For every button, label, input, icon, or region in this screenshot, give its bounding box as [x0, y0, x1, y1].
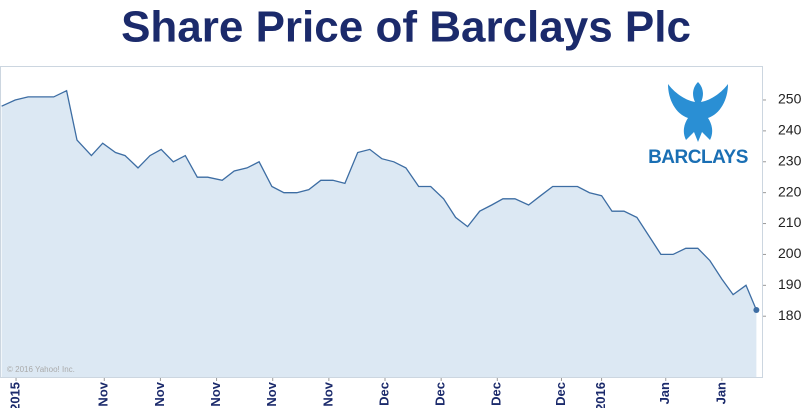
x-tick-label: 7 Dec: [376, 382, 391, 408]
area-fill: [1, 90, 757, 378]
price-line: [1, 89, 757, 311]
x-tick-label: 30 Nov: [320, 381, 335, 408]
x-tick-label: 2015: [7, 382, 22, 408]
y-tick-label: 180: [778, 307, 802, 323]
x-tick-label: 16 Nov: [208, 381, 223, 408]
x-tick-label: 11 Jan: [657, 382, 672, 408]
logo: [668, 82, 728, 142]
logo-eagle: [668, 82, 728, 142]
x-tick-label: 2 Nov: [96, 381, 111, 408]
y-tick-label: 230: [778, 152, 802, 168]
x-tick-label: 2016: [593, 382, 608, 408]
x-tick-label: 14 Dec: [433, 382, 448, 408]
x-tick-label: 29 Dec: [553, 382, 568, 408]
copyright-note: © 2016 Yahoo! Inc.: [7, 365, 75, 374]
logo-text: BARCLAYS: [648, 147, 748, 168]
y-tick-label: 220: [778, 183, 802, 199]
x-tick-label: 18 Jan: [713, 382, 728, 408]
plot-frame: [0, 66, 763, 378]
y-tick-label: 200: [778, 245, 802, 261]
y-tick-label: 210: [778, 214, 802, 230]
y-tick-label: 250: [778, 91, 802, 107]
x-tick-label: 23 Nov: [264, 381, 279, 408]
y-tick-label: 240: [778, 122, 802, 138]
x-tick-label: 9 Nov: [152, 381, 167, 408]
last-point: [753, 307, 760, 314]
y-tick-label: 190: [778, 276, 802, 292]
x-tick-label: 21 Dec: [489, 382, 504, 408]
chart-title: Share Price of Barclays Plc: [121, 3, 691, 52]
